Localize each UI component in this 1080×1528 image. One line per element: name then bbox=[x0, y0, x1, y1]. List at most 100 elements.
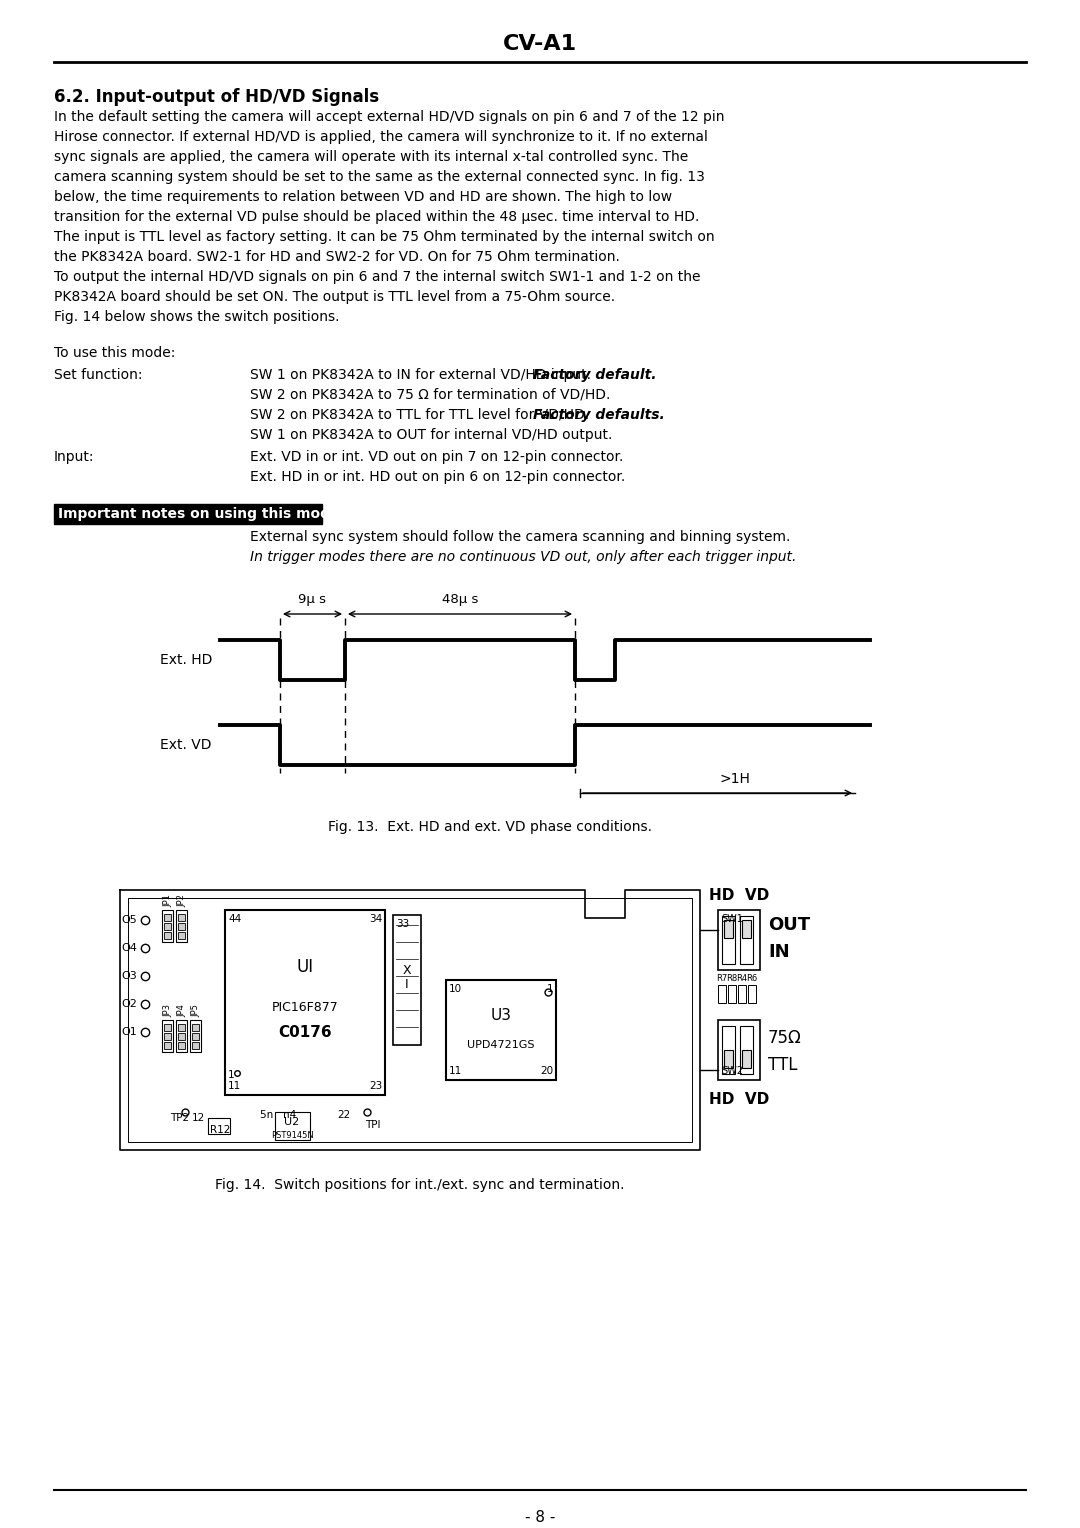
Text: SW 2 on PK8342A to TTL for TTL level for VD/HD.: SW 2 on PK8342A to TTL for TTL level for… bbox=[249, 408, 594, 422]
Text: Set function:: Set function: bbox=[54, 368, 143, 382]
Bar bbox=[208, 1118, 230, 1134]
Bar bbox=[164, 932, 171, 940]
Bar bbox=[178, 923, 185, 931]
Text: U2: U2 bbox=[284, 1117, 299, 1128]
Text: Ext. VD: Ext. VD bbox=[161, 738, 212, 752]
Text: I: I bbox=[405, 978, 409, 992]
Text: O2: O2 bbox=[121, 999, 137, 1008]
Bar bbox=[225, 911, 384, 1096]
Text: 5n   n4: 5n n4 bbox=[260, 1109, 296, 1120]
Text: SW1: SW1 bbox=[721, 914, 743, 924]
Bar bbox=[446, 979, 556, 1080]
Text: JP2: JP2 bbox=[177, 894, 186, 908]
Text: IN: IN bbox=[768, 943, 789, 961]
Text: JP5: JP5 bbox=[191, 1004, 200, 1018]
Text: TP2: TP2 bbox=[170, 1112, 189, 1123]
Bar bbox=[164, 914, 171, 921]
Text: 6.2. Input-output of HD/VD Signals: 6.2. Input-output of HD/VD Signals bbox=[54, 89, 379, 105]
Bar bbox=[190, 1021, 201, 1051]
Text: Ext. HD in or int. HD out on pin 6 on 12-pin connector.: Ext. HD in or int. HD out on pin 6 on 12… bbox=[249, 471, 625, 484]
Text: Fig. 14 below shows the switch positions.: Fig. 14 below shows the switch positions… bbox=[54, 310, 339, 324]
Bar bbox=[718, 986, 726, 1002]
Text: SW 1 on PK8342A to IN for external VD/HD input.: SW 1 on PK8342A to IN for external VD/HD… bbox=[249, 368, 595, 382]
Text: 12: 12 bbox=[192, 1112, 205, 1123]
Bar bbox=[164, 1042, 171, 1050]
Text: 22: 22 bbox=[337, 1109, 350, 1120]
Bar bbox=[728, 986, 735, 1002]
Text: O3: O3 bbox=[121, 970, 137, 981]
Text: transition for the external VD pulse should be placed within the 48 μsec. time i: transition for the external VD pulse sho… bbox=[54, 209, 700, 225]
Bar bbox=[393, 915, 421, 1045]
Bar bbox=[178, 1033, 185, 1041]
Bar bbox=[275, 1112, 310, 1140]
Text: Fig. 13.  Ext. HD and ext. VD phase conditions.: Fig. 13. Ext. HD and ext. VD phase condi… bbox=[328, 821, 652, 834]
Text: 10: 10 bbox=[449, 984, 462, 995]
Bar bbox=[192, 1033, 199, 1041]
Bar bbox=[748, 986, 756, 1002]
Bar bbox=[178, 914, 185, 921]
Text: JP4: JP4 bbox=[177, 1004, 186, 1018]
Text: U3: U3 bbox=[490, 1007, 512, 1022]
Text: JP1: JP1 bbox=[163, 894, 172, 908]
Text: C0176: C0176 bbox=[279, 1025, 332, 1041]
Text: the PK8342A board. SW2-1 for HD and SW2-2 for VD. On for 75 Ohm termination.: the PK8342A board. SW2-1 for HD and SW2-… bbox=[54, 251, 620, 264]
Text: O4: O4 bbox=[121, 943, 137, 953]
Bar bbox=[162, 1021, 173, 1051]
Bar bbox=[724, 920, 733, 938]
Text: R12: R12 bbox=[210, 1125, 230, 1135]
Bar bbox=[740, 1025, 753, 1074]
Bar bbox=[192, 1042, 199, 1050]
Text: HD  VD: HD VD bbox=[708, 1093, 769, 1106]
Bar bbox=[723, 1025, 735, 1074]
Text: R4: R4 bbox=[737, 973, 747, 983]
Text: O5: O5 bbox=[121, 915, 137, 924]
Text: Ext. HD: Ext. HD bbox=[160, 652, 212, 668]
Text: camera scanning system should be set to the same as the external connected sync.: camera scanning system should be set to … bbox=[54, 170, 705, 183]
Text: 33: 33 bbox=[396, 918, 409, 929]
Text: To output the internal HD/VD signals on pin 6 and 7 the internal switch SW1-1 an: To output the internal HD/VD signals on … bbox=[54, 270, 701, 284]
Bar bbox=[164, 1033, 171, 1041]
Text: Fig. 14.  Switch positions for int./ext. sync and termination.: Fig. 14. Switch positions for int./ext. … bbox=[215, 1178, 624, 1192]
Text: R6: R6 bbox=[746, 973, 758, 983]
Bar bbox=[176, 911, 187, 941]
Text: Factory default.: Factory default. bbox=[534, 368, 657, 382]
Text: 1: 1 bbox=[546, 984, 553, 995]
Text: 23: 23 bbox=[368, 1080, 382, 1091]
Text: PST9145N: PST9145N bbox=[271, 1132, 313, 1140]
Text: PIC16F877: PIC16F877 bbox=[272, 1001, 338, 1015]
Bar bbox=[718, 911, 760, 970]
Text: >1H: >1H bbox=[719, 772, 751, 785]
Text: In trigger modes there are no continuous VD out, only after each trigger input.: In trigger modes there are no continuous… bbox=[249, 550, 796, 564]
Bar bbox=[742, 1050, 751, 1068]
Text: below, the time requirements to relation between VD and HD are shown. The high t: below, the time requirements to relation… bbox=[54, 189, 672, 205]
Text: 34: 34 bbox=[368, 914, 382, 924]
Text: TPI: TPI bbox=[365, 1120, 380, 1131]
Bar bbox=[164, 923, 171, 931]
Text: Ext. VD in or int. VD out on pin 7 on 12-pin connector.: Ext. VD in or int. VD out on pin 7 on 12… bbox=[249, 451, 623, 465]
Bar bbox=[178, 1042, 185, 1050]
Text: 44: 44 bbox=[228, 914, 241, 924]
Text: 48μ s: 48μ s bbox=[442, 593, 478, 607]
Text: 75Ω: 75Ω bbox=[768, 1028, 801, 1047]
Text: UI: UI bbox=[296, 958, 313, 976]
Text: External sync system should follow the camera scanning and binning system.: External sync system should follow the c… bbox=[249, 530, 791, 544]
Text: SW 1 on PK8342A to OUT for internal VD/HD output.: SW 1 on PK8342A to OUT for internal VD/H… bbox=[249, 428, 612, 442]
Text: CV-A1: CV-A1 bbox=[503, 34, 577, 53]
Text: SW 2 on PK8342A to 75 Ω for termination of VD/HD.: SW 2 on PK8342A to 75 Ω for termination … bbox=[249, 388, 610, 402]
Text: 9μ s: 9μ s bbox=[298, 593, 326, 607]
Bar bbox=[742, 920, 751, 938]
Bar bbox=[192, 1024, 199, 1031]
Bar bbox=[718, 1021, 760, 1080]
Text: HD  VD: HD VD bbox=[708, 888, 769, 903]
Text: Input:: Input: bbox=[54, 451, 95, 465]
Text: 11: 11 bbox=[228, 1080, 241, 1091]
Text: O1: O1 bbox=[121, 1027, 137, 1038]
Text: TTL: TTL bbox=[768, 1056, 797, 1074]
Text: - 8 -: - 8 - bbox=[525, 1510, 555, 1525]
Bar bbox=[54, 504, 322, 524]
Text: sync signals are applied, the camera will operate with its internal x-tal contro: sync signals are applied, the camera wil… bbox=[54, 150, 688, 163]
Text: JP3: JP3 bbox=[163, 1004, 172, 1018]
Bar bbox=[162, 911, 173, 941]
Text: To use this mode:: To use this mode: bbox=[54, 345, 175, 361]
Text: The input is TTL level as factory setting. It can be 75 Ohm terminated by the in: The input is TTL level as factory settin… bbox=[54, 231, 715, 244]
